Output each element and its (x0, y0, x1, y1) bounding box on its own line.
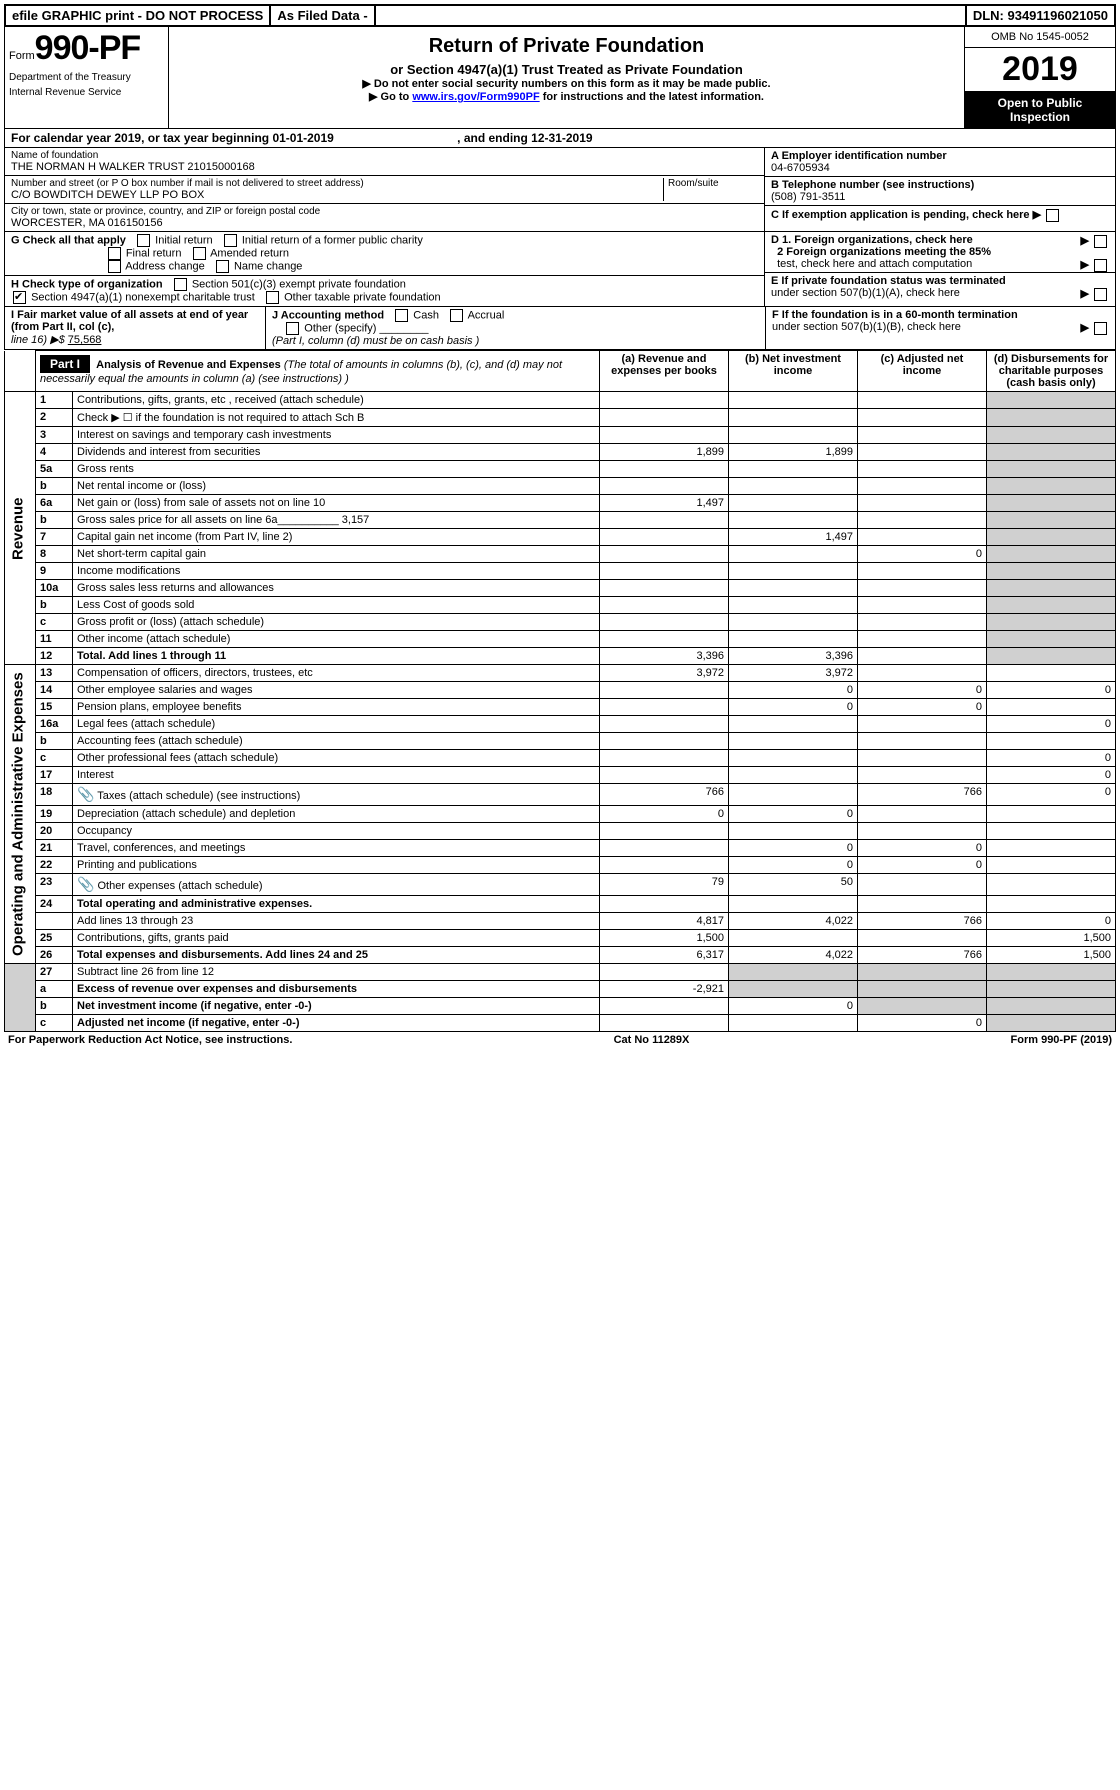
ein: 04-6705934 (771, 162, 1109, 174)
c-checkbox[interactable] (1046, 209, 1059, 222)
table-row: 16aLegal fees (attach schedule)0 (5, 716, 1116, 733)
table-row: aExcess of revenue over expenses and dis… (5, 981, 1116, 998)
table-row: 12Total. Add lines 1 through 113,3963,39… (5, 648, 1116, 665)
spacer (376, 6, 967, 25)
city: WORCESTER, MA 016150156 (11, 217, 758, 229)
table-row: 10aGross sales less returns and allowanc… (5, 580, 1116, 597)
table-row: 7Capital gain net income (from Part IV, … (5, 529, 1116, 546)
instructions-link[interactable]: www.irs.gov/Form990PF (412, 91, 539, 103)
table-row: 27Subtract line 26 from line 12 (5, 964, 1116, 981)
table-row: 24Total operating and administrative exp… (5, 896, 1116, 913)
table-row: bGross sales price for all assets on lin… (5, 512, 1116, 529)
table-row: 8Net short-term capital gain0 (5, 546, 1116, 563)
part1-table: Part I Analysis of Revenue and Expenses … (4, 350, 1116, 1032)
header-left: Form990-PF Department of the Treasury In… (5, 27, 169, 128)
attach-icon[interactable]: 📎 (77, 786, 94, 802)
calendar-year: For calendar year 2019, or tax year begi… (4, 129, 1116, 148)
table-row: 25Contributions, gifts, grants paid1,500… (5, 930, 1116, 947)
attach-icon[interactable]: 📎 (77, 876, 94, 892)
entity-info: Name of foundation THE NORMAN H WALKER T… (4, 148, 1116, 232)
table-row: cGross profit or (loss) (attach schedule… (5, 614, 1116, 631)
table-row: bNet rental income or (loss) (5, 478, 1116, 495)
table-row: 4Dividends and interest from securities1… (5, 444, 1116, 461)
h-4947-checkbox[interactable] (13, 291, 26, 304)
dln: DLN: 93491196021050 (967, 6, 1114, 25)
part-label: Part I (40, 355, 90, 373)
table-row: 15Pension plans, employee benefits00 (5, 699, 1116, 716)
table-row: 21Travel, conferences, and meetings00 (5, 840, 1116, 857)
header-mid: Return of Private Foundation or Section … (169, 27, 964, 128)
table-row: 26Total expenses and disbursements. Add … (5, 947, 1116, 964)
table-row: Revenue1Contributions, gifts, grants, et… (5, 392, 1116, 409)
table-row: 3Interest on savings and temporary cash … (5, 427, 1116, 444)
phone: (508) 791-3511 (771, 191, 1109, 203)
table-row: 9Income modifications (5, 563, 1116, 580)
table-row: cOther professional fees (attach schedul… (5, 750, 1116, 767)
table-row: bAccounting fees (attach schedule) (5, 733, 1116, 750)
as-filed: As Filed Data - (271, 6, 375, 25)
table-row: 23📎 Other expenses (attach schedule)7950 (5, 874, 1116, 896)
table-row: 6aNet gain or (loss) from sale of assets… (5, 495, 1116, 512)
section-g-h-d-e: G Check all that apply Initial return In… (4, 232, 1116, 307)
form-title: Return of Private Foundation (173, 35, 960, 58)
table-row: 5aGross rents (5, 461, 1116, 478)
table-row: Operating and Administrative Expenses13C… (5, 665, 1116, 682)
table-row: cAdjusted net income (if negative, enter… (5, 1015, 1116, 1032)
table-row: 20Occupancy (5, 823, 1116, 840)
table-row: bLess Cost of goods sold (5, 597, 1116, 614)
table-row: 14Other employee salaries and wages000 (5, 682, 1116, 699)
table-row: 17Interest0 (5, 767, 1116, 784)
top-bar: efile GRAPHIC print - DO NOT PROCESS As … (4, 4, 1116, 27)
table-row: 11Other income (attach schedule) (5, 631, 1116, 648)
table-row: bNet investment income (if negative, ent… (5, 998, 1116, 1015)
table-row: Add lines 13 through 234,8174,0227660 (5, 913, 1116, 930)
foundation-name: THE NORMAN H WALKER TRUST 21015000168 (11, 161, 758, 173)
section-i-j-f: I Fair market value of all assets at end… (4, 307, 1116, 350)
header-right: OMB No 1545-0052 2019 Open to Public Ins… (964, 27, 1115, 128)
address: C/O BOWDITCH DEWEY LLP PO BOX (11, 189, 663, 201)
table-row: 19Depreciation (attach schedule) and dep… (5, 806, 1116, 823)
table-row: 22Printing and publications00 (5, 857, 1116, 874)
table-row: 2Check ▶ ☐ if the foundation is not requ… (5, 409, 1116, 427)
form-header: Form990-PF Department of the Treasury In… (4, 27, 1116, 129)
table-row: 18📎 Taxes (attach schedule) (see instruc… (5, 784, 1116, 806)
footer: For Paperwork Reduction Act Notice, see … (4, 1032, 1116, 1048)
fmv-value: 75,568 (68, 334, 102, 346)
efile-notice: efile GRAPHIC print - DO NOT PROCESS (6, 6, 271, 25)
